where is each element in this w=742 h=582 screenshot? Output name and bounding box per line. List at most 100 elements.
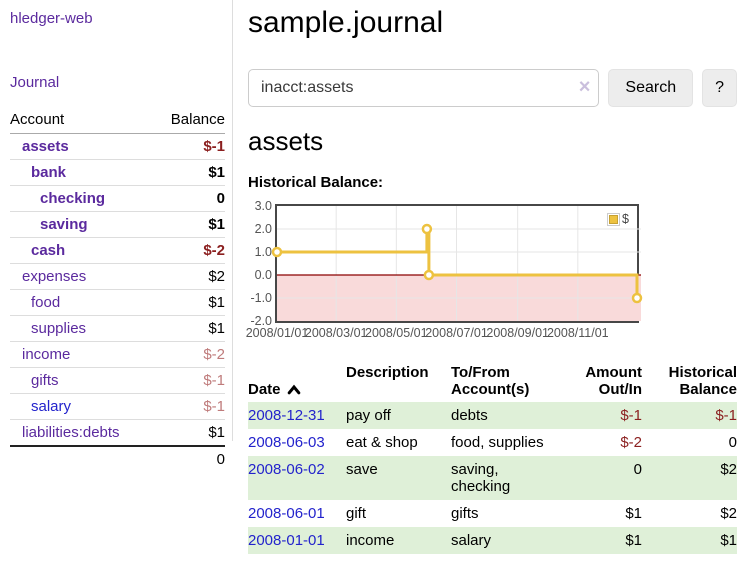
transaction-accounts: food, supplies <box>451 434 544 451</box>
transaction-date-link[interactable]: 2008-01-01 <box>248 532 325 549</box>
register-header-accounts: To/From Account(s) <box>451 364 530 398</box>
sidebar-item-journal[interactable]: Journal <box>10 74 60 91</box>
x-tick-label: 2008/05/01 <box>365 326 428 340</box>
y-tick-label: -1.0 <box>250 290 272 305</box>
account-link-assets[interactable]: assets <box>22 138 69 155</box>
account-row: bank $1 <box>10 159 225 186</box>
transaction-balance: $-1 <box>642 402 737 429</box>
search-button[interactable]: Search <box>608 69 694 107</box>
legend-swatch-icon <box>607 212 621 226</box>
account-link-saving[interactable]: saving <box>40 216 88 233</box>
account-link-food[interactable]: food <box>31 294 61 311</box>
account-balance: $-2 <box>153 237 225 264</box>
y-tick-label: 3.0 <box>254 198 272 213</box>
account-link-salary[interactable]: salary <box>31 398 72 415</box>
account-balance: $1 <box>153 289 225 316</box>
register-header-amount: Amount Out/In <box>585 364 642 398</box>
account-balance: $2 <box>153 263 225 290</box>
search-input[interactable] <box>248 69 600 107</box>
transaction-amount: $-2 <box>620 434 642 451</box>
register-row: 2008-12-31 pay off debts $-1 $-1 <box>248 402 737 429</box>
transaction-description: pay off <box>346 402 451 429</box>
account-link-gifts[interactable]: gifts <box>31 372 59 389</box>
transaction-date-link[interactable]: 2008-06-02 <box>248 461 325 478</box>
x-tick-label: 2008/01/01 <box>245 326 309 340</box>
account-heading: assets <box>248 126 324 156</box>
accounts-table: Account Balance assets $-1 bank $1 check… <box>10 108 225 474</box>
account-link-supplies[interactable]: supplies <box>31 320 87 337</box>
y-tick-label: 0.0 <box>254 267 272 282</box>
chart-svg <box>271 206 643 321</box>
main-content: sample.journal × Search ? assets Histori… <box>245 0 737 554</box>
search-row: × Search ? <box>248 69 737 107</box>
account-row: income $-2 <box>10 341 225 368</box>
chart-legend: $ <box>605 211 631 227</box>
x-tick-label: 2008/03/01 <box>304 326 368 340</box>
balance-chart: $ 2008/01/01 2008/03/01 2008/05/01 2008/07/… <box>245 199 737 340</box>
account-row: expenses $2 <box>10 263 225 290</box>
transaction-amount: $1 <box>625 505 642 522</box>
accounts-header-balance: Balance <box>153 108 225 134</box>
account-balance: $1 <box>153 211 225 238</box>
accounts-header-row: Account Balance <box>10 108 225 134</box>
accounts-total-value: 0 <box>153 445 225 474</box>
x-tick-label: 2008/07/01 <box>425 326 488 340</box>
account-balance: $-1 <box>153 367 225 394</box>
search-box: × <box>248 69 600 107</box>
account-link-income[interactable]: income <box>22 346 71 363</box>
transaction-balance: $2 <box>720 505 737 522</box>
transaction-date-link[interactable]: 2008-06-01 <box>248 505 325 522</box>
transaction-description: save <box>346 456 451 500</box>
register-row: 2008-06-03 eat & shop food, supplies $-2… <box>248 429 737 456</box>
register-header-balance: Historical Balance <box>668 364 737 398</box>
account-row: assets $-1 <box>10 133 225 160</box>
account-row: gifts $-1 <box>10 367 225 394</box>
register-row: 2008-06-01 gift gifts $1 $2 <box>248 500 737 527</box>
transaction-amount: $-1 <box>570 402 642 429</box>
register-header-row: Date Description To/From Account(s) Amou… <box>248 362 737 402</box>
clear-search-icon[interactable]: × <box>578 76 591 98</box>
account-balance: $-1 <box>153 393 225 420</box>
register-row: 2008-06-02 save saving, checking 0 $2 <box>248 456 737 500</box>
account-row: saving $1 <box>10 211 225 238</box>
transaction-description: eat & shop <box>346 434 418 451</box>
help-button[interactable]: ? <box>702 69 737 107</box>
account-row: checking 0 <box>10 185 225 212</box>
transaction-balance: 0 <box>728 434 737 451</box>
account-row: salary $-1 <box>10 393 225 420</box>
register-header-description: Description <box>346 364 429 381</box>
account-balance: $-1 <box>153 133 225 160</box>
account-balance: $1 <box>153 419 225 446</box>
transaction-balance: $2 <box>642 456 737 500</box>
transaction-amount: $1 <box>570 527 642 554</box>
account-balance: $1 <box>153 315 225 342</box>
register-table: Date Description To/From Account(s) Amou… <box>248 362 737 554</box>
transaction-date-link[interactable]: 2008-06-03 <box>248 434 325 451</box>
accounts-header-account: Account <box>10 108 154 134</box>
account-link-expenses[interactable]: expenses <box>22 268 87 285</box>
account-link-checking[interactable]: checking <box>40 190 106 207</box>
register-row: 2008-01-01 income salary $1 $1 <box>248 527 737 554</box>
account-row: liabilities:debts $1 <box>10 419 225 446</box>
account-link-liabilities-debts[interactable]: liabilities:debts <box>22 424 120 441</box>
transaction-accounts: salary <box>451 527 570 554</box>
app-brand-link[interactable]: hledger-web <box>10 10 93 27</box>
page-title: sample.journal <box>248 6 444 39</box>
transaction-balance: $1 <box>642 527 737 554</box>
transaction-amount: 0 <box>570 456 642 500</box>
accounts-total-row: 0 <box>10 445 225 474</box>
transaction-accounts: saving, checking <box>451 456 570 500</box>
transaction-accounts: debts <box>451 402 570 429</box>
y-tick-label: 2.0 <box>254 221 272 236</box>
y-tick-label: 1.0 <box>254 244 272 259</box>
chart-plot: $ <box>271 204 643 323</box>
account-link-cash[interactable]: cash <box>31 242 66 259</box>
transaction-description: income <box>346 527 451 554</box>
transaction-date-link[interactable]: 2008-12-31 <box>248 407 325 424</box>
account-link-bank[interactable]: bank <box>31 164 67 181</box>
x-tick-label: 2008/09/01 <box>486 326 549 340</box>
transaction-description: gift <box>346 505 367 522</box>
sort-ascending-icon <box>287 384 300 395</box>
account-row: supplies $1 <box>10 315 225 342</box>
register-header-date[interactable]: Date <box>248 362 346 402</box>
